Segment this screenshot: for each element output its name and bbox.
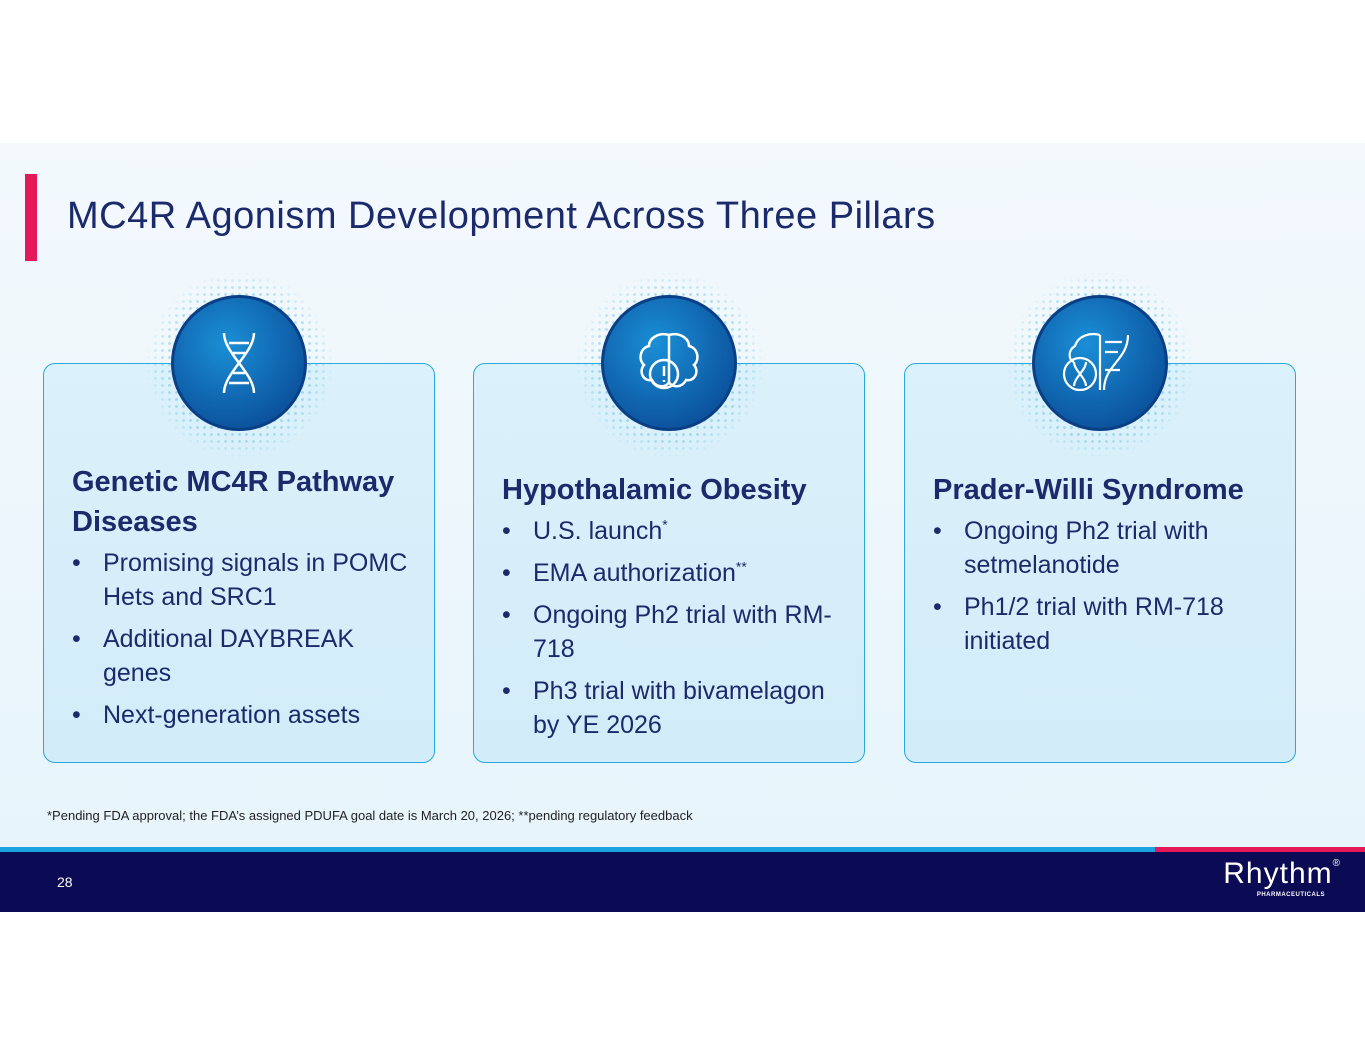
slide-title: MC4R Agonism Development Across Three Pi… (67, 195, 936, 237)
bullet: EMA authorization** (502, 556, 854, 590)
bullet: Ph1/2 trial with RM-718 initiated (933, 590, 1285, 658)
card-title: Hypothalamic Obesity (502, 474, 807, 506)
dna-icon (171, 295, 307, 431)
footnote: *Pending FDA approval; the FDA’s assigne… (47, 808, 693, 823)
rhythm-logo: Rhythm® PHARMACEUTICALS (1223, 857, 1341, 898)
card-title: Prader-Willi Syndrome (933, 474, 1244, 506)
footer: 28 Rhythm® PHARMACEUTICALS (0, 847, 1365, 912)
brain-dna-icon (1032, 295, 1168, 431)
brain-alert-icon (601, 295, 737, 431)
card-bullets: Ongoing Ph2 trial with setmelanotide Ph1… (933, 514, 1285, 666)
bullet: U.S. launch* (502, 514, 854, 548)
bullet: Ongoing Ph2 trial with setmelanotide (933, 514, 1285, 582)
slide: MC4R Agonism Development Across Three Pi… (0, 143, 1365, 912)
page-number: 28 (57, 874, 73, 890)
bullet: Ongoing Ph2 trial with RM-718 (502, 598, 854, 666)
bullet: Next-generation assets (72, 698, 424, 732)
bullet: Additional DAYBREAK genes (72, 622, 424, 690)
card-title: Genetic MC4R Pathway Diseases (72, 466, 395, 538)
bullet: Ph3 trial with bivamelagon by YE 2026 (502, 674, 854, 742)
card-bullets: U.S. launch* EMA authorization** Ongoing… (502, 514, 854, 750)
bullet: Promising signals in POMC Hets and SRC1 (72, 546, 424, 614)
title-accent-bar (25, 174, 37, 261)
card-bullets: Promising signals in POMC Hets and SRC1 … (72, 546, 424, 740)
